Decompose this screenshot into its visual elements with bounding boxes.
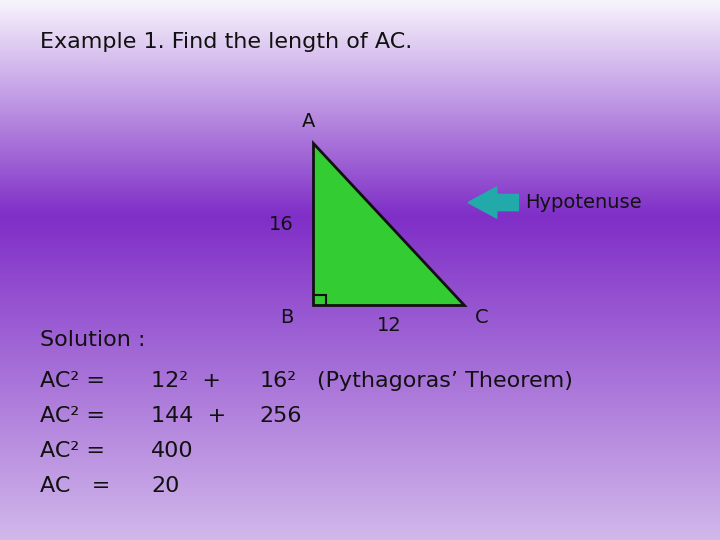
Text: 20: 20 [151, 476, 179, 496]
Text: 12: 12 [377, 316, 401, 335]
Text: Solution :: Solution : [40, 330, 145, 350]
Text: Example 1. Find the length of AC.: Example 1. Find the length of AC. [40, 32, 412, 52]
Polygon shape [313, 143, 464, 305]
Text: 16²: 16² [259, 370, 297, 391]
Text: B: B [280, 308, 294, 327]
Text: AC² =: AC² = [40, 441, 104, 461]
Text: C: C [475, 308, 489, 327]
Text: 144  +: 144 + [151, 406, 227, 426]
Text: AC   =: AC = [40, 476, 110, 496]
Text: 16: 16 [269, 214, 294, 234]
Text: AC² =: AC² = [40, 370, 104, 391]
Text: 12²  +: 12² + [151, 370, 221, 391]
Text: Hypotenuse: Hypotenuse [526, 193, 642, 212]
Text: A: A [302, 112, 315, 131]
Text: 400: 400 [151, 441, 194, 461]
Text: 256: 256 [259, 406, 302, 426]
Text: AC² =: AC² = [40, 406, 104, 426]
Text: (Pythagoras’ Theorem): (Pythagoras’ Theorem) [317, 370, 572, 391]
FancyArrow shape [468, 187, 518, 218]
